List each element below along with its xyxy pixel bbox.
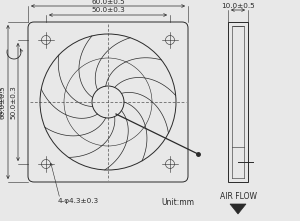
Text: 60.0±0.5: 60.0±0.5: [91, 0, 125, 4]
Text: 50.0±0.3: 50.0±0.3: [91, 8, 125, 13]
Text: Rotation: Rotation: [0, 87, 3, 117]
Text: 50.0±0.3: 50.0±0.3: [10, 85, 16, 119]
Text: 60.0±0.5: 60.0±0.5: [0, 85, 6, 119]
Text: 4-φ4.3±0.3: 4-φ4.3±0.3: [58, 198, 99, 204]
Text: Unit:mm: Unit:mm: [161, 198, 194, 207]
Polygon shape: [230, 204, 246, 214]
Text: AIR FLOW: AIR FLOW: [220, 192, 256, 201]
Text: 10.0±0.5: 10.0±0.5: [221, 2, 255, 8]
